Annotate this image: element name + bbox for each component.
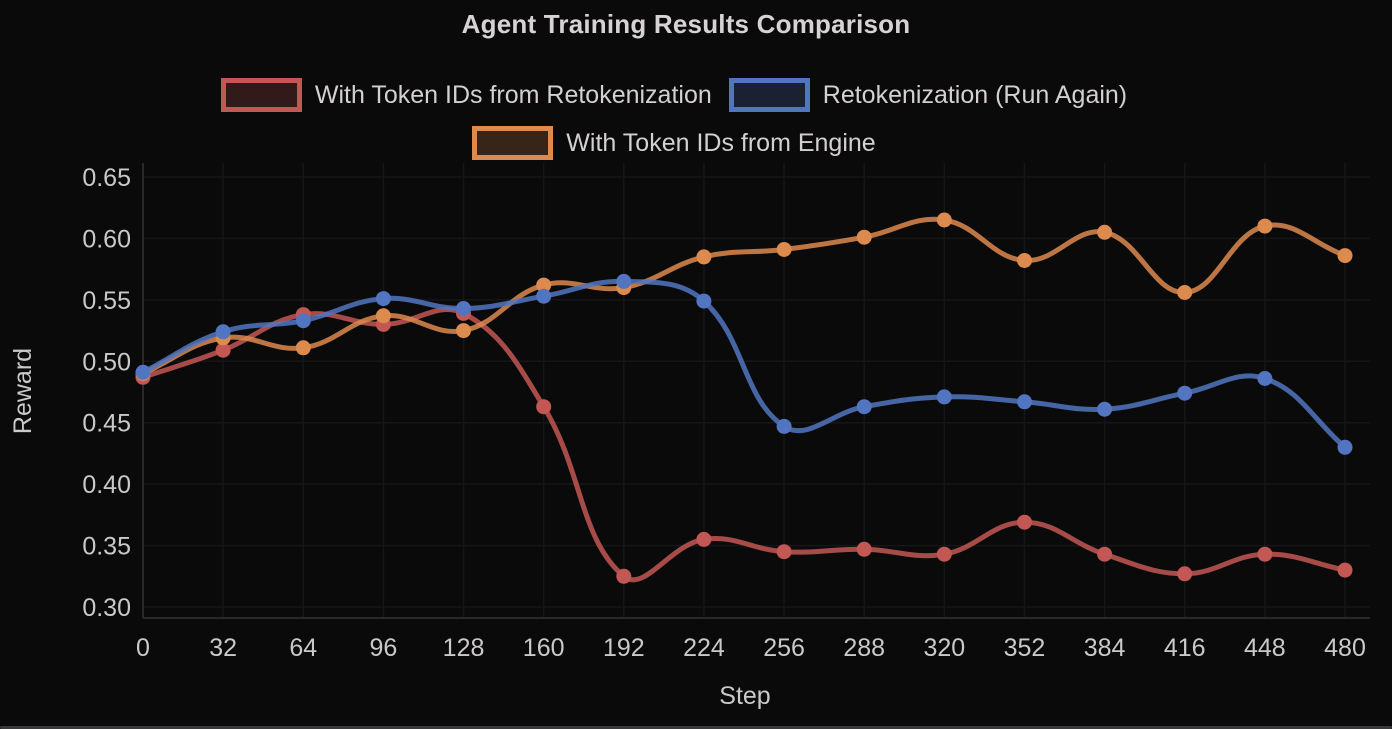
window-bottom-edge — [0, 726, 1392, 729]
data-point — [936, 389, 952, 405]
x-tick-label: 0 — [136, 634, 150, 662]
data-point — [536, 277, 552, 293]
legend-item-token-ids-retokenization: With Token IDs from Retokenization — [220, 78, 712, 112]
x-tick-label: 416 — [1164, 634, 1206, 662]
data-point — [215, 342, 231, 358]
data-point — [1177, 385, 1193, 401]
y-tick-labels: 0.30 0.35 0.40 0.45 0.50 0.55 0.60 0.65 — [82, 164, 131, 622]
data-point — [1257, 546, 1273, 562]
data-point — [776, 544, 792, 560]
data-point — [1257, 218, 1273, 234]
y-tick-label: 0.30 — [82, 594, 131, 622]
legend: With Token IDs from Retokenization Retok… — [0, 78, 1348, 160]
data-point — [856, 399, 872, 415]
legend-swatch-orange — [472, 126, 554, 160]
data-point — [776, 242, 792, 257]
data-point — [1177, 285, 1193, 300]
y-tick-label: 0.60 — [82, 225, 131, 253]
x-tick-label: 128 — [443, 634, 485, 662]
data-point — [536, 399, 552, 415]
y-tick-label: 0.65 — [82, 164, 131, 192]
data-point — [616, 568, 632, 584]
legend-item-retokenization-run-again: Retokenization (Run Again) — [728, 78, 1128, 112]
data-point — [295, 340, 311, 356]
data-point — [1097, 401, 1113, 417]
data-point — [856, 541, 872, 557]
data-point — [1017, 394, 1032, 410]
x-tick-labels: 0 32 64 96 128 160 192 224 256 288 320 352 384 416 448… — [136, 634, 1366, 662]
data-point — [135, 364, 151, 380]
series-red — [135, 305, 1353, 584]
legend-swatch-blue — [728, 78, 810, 112]
series-blue — [135, 273, 1353, 455]
x-tick-label: 256 — [763, 634, 805, 662]
data-point — [1337, 248, 1353, 264]
data-point — [616, 273, 632, 289]
data-point — [536, 288, 552, 304]
data-point — [696, 531, 712, 547]
x-tick-label: 32 — [209, 634, 237, 662]
legend-swatch-red — [220, 78, 302, 112]
data-point — [696, 249, 712, 265]
x-tick-label: 224 — [683, 634, 725, 662]
series-line — [140, 306, 1348, 583]
data-point — [1097, 546, 1113, 562]
x-axis-title: Step — [719, 682, 770, 710]
x-tick-label: 480 — [1324, 634, 1366, 662]
data-point — [856, 229, 872, 245]
x-tick-label: 192 — [603, 634, 645, 662]
y-axis-title: Reward — [9, 348, 37, 434]
data-point — [1337, 439, 1353, 455]
data-point — [1017, 514, 1032, 530]
legend-row-2: With Token IDs from Engine — [472, 126, 876, 160]
data-point — [215, 324, 231, 340]
chart-title: Agent Training Results Comparison — [461, 9, 911, 39]
data-point — [375, 308, 391, 324]
x-tick-label: 320 — [923, 634, 965, 662]
series-line — [140, 278, 1348, 450]
y-tick-label: 0.35 — [82, 533, 131, 561]
data-point — [295, 313, 311, 329]
y-tick-label: 0.45 — [82, 410, 131, 438]
x-tick-label: 448 — [1244, 634, 1286, 662]
y-tick-label: 0.55 — [82, 287, 131, 315]
series-line — [140, 216, 1348, 377]
series-orange — [135, 212, 1353, 382]
y-tick-label: 0.40 — [82, 471, 131, 499]
x-tick-label: 352 — [1004, 634, 1046, 662]
x-tick-label: 288 — [843, 634, 885, 662]
data-point — [456, 323, 471, 339]
gridlines — [142, 163, 1370, 618]
data-point — [776, 418, 792, 434]
data-point — [456, 301, 471, 316]
data-point — [1017, 253, 1032, 268]
x-tick-label: 384 — [1084, 634, 1126, 662]
data-point — [1097, 224, 1113, 240]
legend-item-token-ids-engine: With Token IDs from Engine — [472, 126, 876, 160]
data-point — [936, 212, 952, 228]
data-point — [1337, 562, 1353, 578]
data-point — [1177, 566, 1193, 582]
legend-row-1: With Token IDs from Retokenization Retok… — [220, 78, 1128, 112]
legend-label-token-ids-engine: With Token IDs from Engine — [566, 128, 876, 157]
legend-label-token-ids-retokenization: With Token IDs from Retokenization — [314, 80, 712, 109]
legend-label-retokenization-run-again: Retokenization (Run Again) — [822, 80, 1128, 109]
data-point — [936, 546, 952, 562]
x-tick-label: 64 — [289, 634, 317, 662]
data-point — [696, 293, 712, 309]
data-point — [375, 291, 391, 307]
axes — [142, 163, 1370, 619]
y-tick-label: 0.50 — [82, 348, 131, 376]
x-tick-label: 160 — [523, 634, 565, 662]
x-tick-label: 96 — [369, 634, 397, 662]
data-point — [1257, 371, 1273, 386]
